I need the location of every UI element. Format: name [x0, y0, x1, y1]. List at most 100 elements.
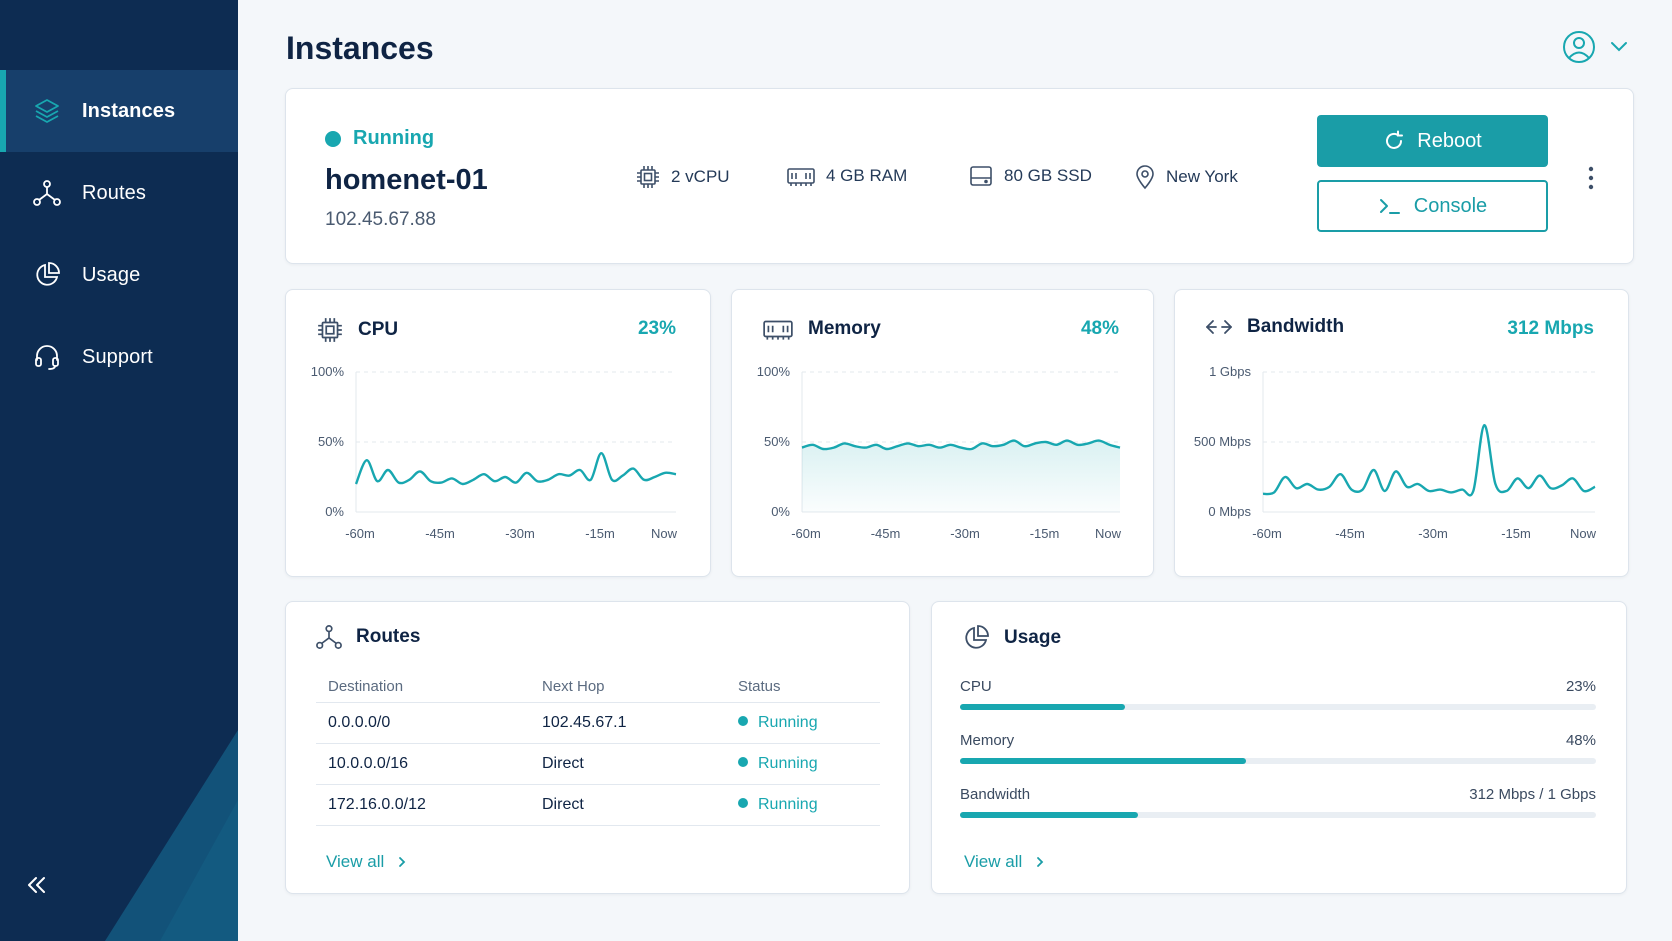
memory-icon: [763, 320, 793, 340]
network-icon: [32, 178, 62, 208]
double-chevron-left-icon: [28, 877, 45, 893]
sidebar-item-label: Routes: [82, 181, 146, 204]
routes-card-header: Routes: [316, 624, 420, 650]
y-tick-label: 0 Mbps: [1208, 504, 1251, 519]
usage-progress-fill: [960, 758, 1247, 764]
chevron-right-icon: [399, 857, 406, 867]
collapse-sidebar-button[interactable]: [22, 870, 52, 900]
spec-disk: 80 GB SSD: [968, 164, 1092, 188]
routes-table: Destination Next Hop Status 0.0.0.0/0 10…: [316, 672, 880, 826]
headset-icon: [32, 342, 62, 372]
spec-location-label: New York: [1166, 167, 1238, 186]
table-row[interactable]: 10.0.0.0/16 Direct Running: [316, 743, 880, 785]
bandwidth-metric-card: Bandwidth 312 Mbps 1 Gbps 500 Mbps 0 Mbps -…: [1174, 289, 1629, 577]
y-tick-label: 0%: [771, 504, 790, 519]
spec-ram-label: 4 GB RAM: [826, 166, 908, 185]
usage-row-memory: Memory 48%: [960, 732, 1596, 764]
instance-summary-card: Running homenet-01 102.45.67.88 2 vCPU 4…: [285, 88, 1634, 264]
y-tick-label: 1 Gbps: [1209, 364, 1251, 379]
chevron-right-icon: [1037, 857, 1044, 867]
sidebar-nav: Instances Routes Usage: [0, 70, 238, 398]
y-tick-label: 500 Mbps: [1194, 434, 1252, 449]
cpu-metric-card: CPU 23% 100% 50% 0% -60m -45m -30m -15m Now: [285, 289, 711, 577]
memory-metric-card: Memory 48% 100% 50% 0% -60m -45m -30m -15m Now: [731, 289, 1154, 577]
map-pin-icon: [1136, 165, 1154, 190]
spec-disk-label: 80 GB SSD: [1004, 166, 1092, 185]
kebab-menu-icon: [1588, 166, 1594, 190]
chevron-down-icon: [1611, 42, 1627, 52]
view-all-label: View all: [964, 852, 1023, 871]
route-status: Running: [726, 743, 880, 785]
spec-cpu: 2 vCPU: [635, 164, 730, 190]
memory-metric-header: Memory: [762, 316, 881, 342]
y-tick-label: 50%: [764, 434, 790, 449]
series-line: [1262, 423, 1596, 497]
sidebar-item-routes[interactable]: Routes: [0, 152, 238, 234]
sidebar-item-label: Support: [82, 345, 153, 368]
view-all-label: View all: [326, 852, 385, 871]
sidebar-item-instances[interactable]: Instances: [0, 70, 238, 152]
sidebar-item-support[interactable]: Support: [0, 316, 238, 398]
x-tick-label: -15m: [585, 526, 615, 541]
spec-location: New York: [1134, 164, 1238, 190]
reboot-button[interactable]: Reboot: [1317, 115, 1548, 167]
usage-progress-track: [960, 758, 1596, 764]
memory-metric-value: 48%: [1080, 318, 1119, 339]
table-row[interactable]: 0.0.0.0/0 102.45.67.1 Running: [316, 702, 880, 744]
usage-progress-fill: [960, 704, 1126, 710]
terminal-icon: [1379, 199, 1400, 214]
x-tick-label: -15m: [1030, 526, 1060, 541]
cpu-line-chart: 100% 50% 0%-60m -45m -30m -15m Now: [311, 364, 678, 541]
x-tick-label: -15m: [1501, 526, 1531, 541]
more-options-button[interactable]: [1581, 163, 1601, 193]
console-button[interactable]: Console: [1317, 180, 1548, 232]
route-next-hop: Direct: [530, 784, 726, 826]
sidebar-item-usage[interactable]: Usage: [0, 234, 238, 316]
x-tick-label: -45m: [425, 526, 455, 541]
cpu-metric-title: CPU: [358, 319, 399, 340]
usage-value: 312 Mbps / 1 Gbps: [1469, 786, 1596, 803]
x-tick-label: Now: [1570, 526, 1597, 541]
spec-ram: 4 GB RAM: [786, 164, 907, 188]
x-tick-label: -30m: [505, 526, 535, 541]
sidebar-decoration: [105, 730, 238, 941]
route-next-hop: 102.45.67.1: [530, 702, 726, 744]
route-destination: 172.16.0.0/12: [316, 784, 530, 826]
route-status-label: Running: [758, 795, 818, 813]
y-tick-label: 0%: [325, 504, 344, 519]
area-fill: [802, 440, 1120, 512]
routes-card: Routes Destination Next Hop Status 0.0.0…: [285, 601, 910, 894]
memory-metric-title: Memory: [808, 318, 881, 339]
instance-ip: 102.45.67.88: [325, 209, 436, 230]
instance-name: homenet-01: [325, 164, 488, 196]
usage-label: CPU: [960, 678, 992, 695]
pie-chart-icon: [965, 625, 989, 649]
x-tick-label: -30m: [1418, 526, 1448, 541]
route-next-hop: Direct: [530, 743, 726, 785]
column-header-status: Status: [726, 672, 880, 703]
usage-row-cpu: CPU 23%: [960, 678, 1596, 710]
route-status-label: Running: [758, 713, 818, 731]
spec-cpu-label: 2 vCPU: [671, 167, 730, 186]
memory-icon: [787, 168, 815, 186]
bandwidth-metric-value: 312 Mbps: [1507, 318, 1594, 339]
series-line: [354, 452, 677, 486]
table-row[interactable]: 172.16.0.0/12 Direct Running: [316, 784, 880, 826]
cpu-metric-header: CPU: [316, 316, 398, 344]
bandwidth-metric-title: Bandwidth: [1247, 316, 1345, 337]
x-tick-label: -60m: [1252, 526, 1282, 541]
series-line: [801, 439, 1121, 451]
pie-chart-icon: [32, 260, 62, 290]
route-status: Running: [726, 784, 880, 826]
column-header-destination: Destination: [316, 672, 530, 703]
usage-view-all-link[interactable]: View all: [964, 852, 1044, 872]
routes-view-all-link[interactable]: View all: [326, 852, 406, 872]
table-header-row: Destination Next Hop Status: [316, 672, 880, 703]
usage-card-header: Usage: [962, 624, 1061, 652]
user-menu[interactable]: [1562, 30, 1628, 64]
usage-value: 23%: [1565, 678, 1596, 695]
usage-label: Bandwidth: [960, 786, 1031, 803]
usage-progress-track: [960, 704, 1596, 710]
bandwidth-line-chart: 1 Gbps 500 Mbps 0 Mbps-60m -45m -30m -15m Now: [1194, 364, 1597, 541]
usage-progress-track: [960, 812, 1596, 818]
